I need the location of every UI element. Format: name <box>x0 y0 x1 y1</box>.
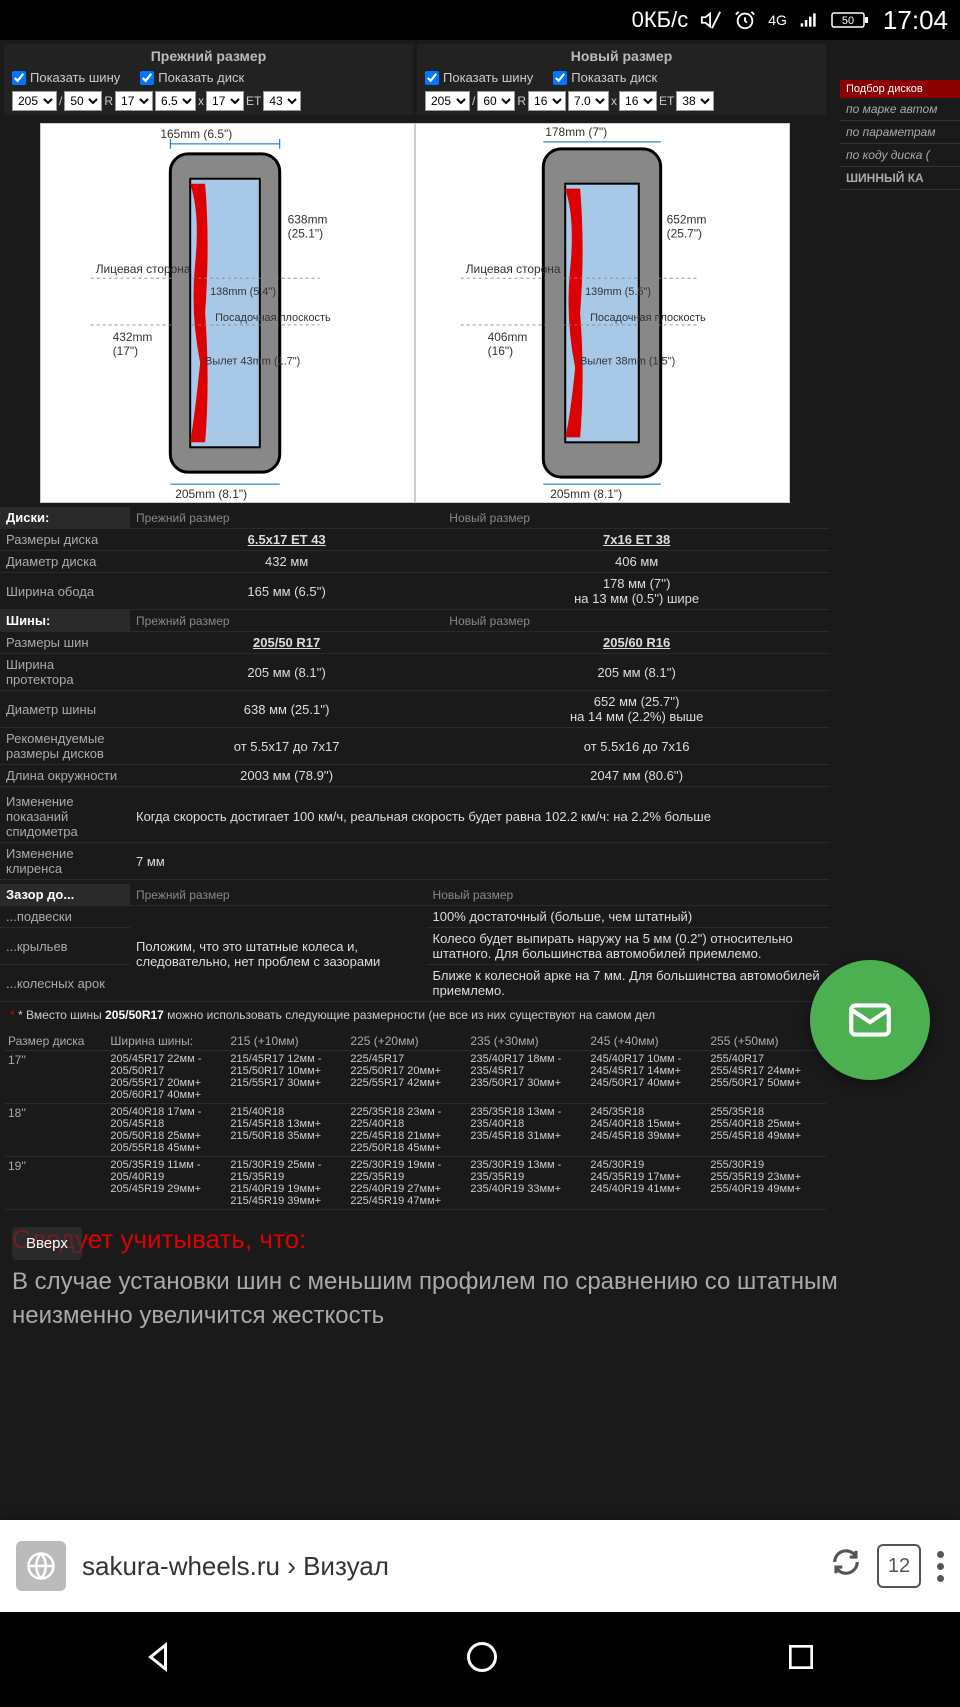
browser-bar: sakura-wheels.ru › Визуал 12 <box>0 1520 960 1612</box>
side-panel: Подбор дисков по марке автом по параметр… <box>840 80 960 190</box>
alt-sizes-table: Размер дискаШирина шины:215 (+10мм)225 (… <box>0 1028 830 1214</box>
show-disc-check[interactable]: Показать диск <box>553 70 657 85</box>
body-text: В случае установки шин с меньшим профиле… <box>0 1265 960 1332</box>
show-tire-check[interactable]: Показать шину <box>425 70 533 85</box>
svg-text:50: 50 <box>842 15 854 27</box>
mail-icon <box>845 995 895 1045</box>
android-navbar <box>0 1612 960 1707</box>
side-calc[interactable]: ШИННЫЙ КА <box>840 167 960 190</box>
old-tire-diagram: 165mm (6.5") 638mm (25.1") Лицевая сторо… <box>40 123 415 503</box>
clock: 17:04 <box>883 5 948 36</box>
new-size-title: Новый размер <box>417 44 826 68</box>
old-size-col: Прежний размер Показать шину Показать ди… <box>4 44 413 115</box>
side-item[interactable]: по марке автом <box>840 98 960 121</box>
svg-text:205mm (8.1"): 205mm (8.1") <box>175 487 247 501</box>
new-tire-diagram: 178mm (7") 652mm (25.7") Лицевая сторона… <box>415 123 790 503</box>
tire-width-select[interactable]: 205 <box>12 91 57 111</box>
svg-text:Вылет 38mm (1.5"): Вылет 38mm (1.5") <box>580 356 675 368</box>
svg-text:638mm: 638mm <box>288 212 328 226</box>
size-controls: Прежний размер Показать шину Показать ди… <box>0 40 830 119</box>
svg-text:652mm: 652mm <box>667 212 707 226</box>
svg-text:165mm (6.5"): 165mm (6.5") <box>160 127 232 141</box>
svg-text:(17"): (17") <box>113 344 138 358</box>
home-button[interactable] <box>464 1639 500 1680</box>
svg-text:432mm: 432mm <box>113 330 153 344</box>
tab-count[interactable]: 12 <box>877 1544 921 1588</box>
side-item[interactable]: по коду диска ( <box>840 144 960 167</box>
svg-text:Посадочная плоскость: Посадочная плоскость <box>590 312 706 324</box>
alarm-icon <box>734 9 756 31</box>
status-bar: 0КБ/с 4G 50 17:04 <box>0 0 960 40</box>
svg-text:Лицевая сторона: Лицевая сторона <box>96 262 191 276</box>
svg-text:(25.1"): (25.1") <box>288 226 323 240</box>
svg-text:Вылет 43mm (1.7"): Вылет 43mm (1.7") <box>205 356 300 368</box>
page-content: Подбор дисков по марке автом по параметр… <box>0 40 960 1520</box>
show-disc-check[interactable]: Показать диск <box>140 70 244 85</box>
back-button[interactable] <box>143 1639 179 1680</box>
mute-icon <box>700 9 722 31</box>
tire-profile-select[interactable]: 60 <box>477 91 515 111</box>
side-item[interactable]: по параметрам <box>840 121 960 144</box>
side-header: Подбор дисков <box>840 80 960 98</box>
tire-diameter-select[interactable]: 17 <box>115 91 153 111</box>
globe-icon[interactable] <box>16 1541 66 1591</box>
show-tire-check[interactable]: Показать шину <box>12 70 120 85</box>
disc-diameter-select[interactable]: 17 <box>206 91 244 111</box>
svg-text:139mm (5.5"): 139mm (5.5") <box>585 286 651 298</box>
data-rate: 0КБ/с <box>632 7 689 33</box>
network-label: 4G <box>768 12 787 28</box>
svg-text:406mm: 406mm <box>488 330 528 344</box>
tire-diameter-select[interactable]: 16 <box>528 91 566 111</box>
disc-table: Диски:Прежний размерНовый размер Размеры… <box>0 507 830 787</box>
old-size-title: Прежний размер <box>4 44 413 68</box>
extra-table: Изменение показаний спидометраКогда скор… <box>0 791 830 880</box>
svg-text:(25.7"): (25.7") <box>667 226 702 240</box>
disc-diameter-select[interactable]: 16 <box>619 91 657 111</box>
svg-text:(16"): (16") <box>488 344 513 358</box>
et-select[interactable]: 38 <box>676 91 714 111</box>
battery-icon: 50 <box>831 10 871 30</box>
svg-text:138mm (5.4"): 138mm (5.4") <box>210 286 276 298</box>
menu-icon[interactable] <box>937 1551 944 1582</box>
svg-text:205mm (8.1"): 205mm (8.1") <box>550 487 622 501</box>
reload-icon[interactable] <box>831 1547 861 1585</box>
svg-text:178mm (7"): 178mm (7") <box>545 125 607 139</box>
tire-profile-select[interactable]: 50 <box>64 91 102 111</box>
consider-heading: Следует учитывать, что: <box>0 1214 960 1265</box>
disc-width-select[interactable]: 6.5 <box>155 91 196 111</box>
tire-diagrams: 165mm (6.5") 638mm (25.1") Лицевая сторо… <box>40 123 790 503</box>
svg-text:Лицевая сторона: Лицевая сторона <box>466 262 561 276</box>
recent-button[interactable] <box>785 1641 817 1678</box>
tire-width-select[interactable]: 205 <box>425 91 470 111</box>
scroll-up-button[interactable]: Вверх <box>12 1227 82 1260</box>
signal-icon <box>799 10 819 30</box>
url-text[interactable]: sakura-wheels.ru › Визуал <box>82 1551 815 1582</box>
gap-table: Зазор до...Прежний размерНовый размер ..… <box>0 884 830 1002</box>
email-fab[interactable] <box>810 960 930 1080</box>
et-select[interactable]: 43 <box>263 91 301 111</box>
new-size-col: Новый размер Показать шину Показать диск… <box>417 44 826 115</box>
svg-text:Посадочная плоскость: Посадочная плоскость <box>215 312 331 324</box>
disc-width-select[interactable]: 7.0 <box>568 91 609 111</box>
